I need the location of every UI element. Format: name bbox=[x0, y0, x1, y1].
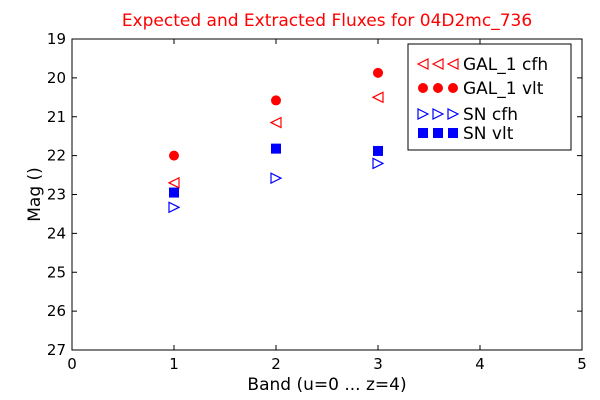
legend-marker-2-2 bbox=[447, 108, 460, 120]
x-tick-label: 1 bbox=[169, 355, 179, 373]
x-tick-label: 2 bbox=[271, 355, 281, 373]
legend-marker-0-0 bbox=[416, 58, 429, 70]
y-tick-label: 26 bbox=[47, 302, 66, 320]
y-tick-label: 20 bbox=[47, 69, 66, 87]
data-points bbox=[167, 67, 385, 214]
x-tick-label: 0 bbox=[67, 355, 77, 373]
legend-marker-3-0 bbox=[418, 128, 428, 138]
legend-label: GAL_1 cfh bbox=[463, 55, 548, 75]
legend-marker-0-1 bbox=[431, 58, 444, 70]
y-tick-label: 23 bbox=[47, 186, 66, 204]
legend-marker-2-1 bbox=[432, 108, 445, 120]
data-point-series-3-2 bbox=[373, 145, 383, 156]
data-point-series-2-0 bbox=[168, 201, 181, 214]
x-axis: 0 1 2 3 4 5 bbox=[67, 39, 587, 373]
data-point-series-0-0 bbox=[167, 176, 180, 189]
data-point-series-3-0 bbox=[169, 187, 179, 198]
legend-marker-2-0 bbox=[417, 108, 430, 120]
y-tick-label: 24 bbox=[47, 224, 66, 242]
x-tick-label: 5 bbox=[577, 355, 587, 373]
y-tick-label: 27 bbox=[47, 341, 66, 359]
data-point-series-0-1 bbox=[269, 116, 282, 129]
x-axis-label: Band (u=0 ... z=4) bbox=[247, 375, 406, 395]
y-axis: 19 20 21 22 23 24 25 26 27 bbox=[47, 30, 582, 359]
data-point-series-2-1 bbox=[270, 172, 283, 185]
legend-label: GAL_1 vlt bbox=[463, 79, 544, 99]
legend-label: SN vlt bbox=[463, 124, 514, 144]
y-tick-label: 21 bbox=[47, 108, 66, 126]
data-point-series-0-2 bbox=[371, 91, 384, 104]
legend-marker-3-1 bbox=[433, 128, 443, 138]
data-point-series-1-2 bbox=[373, 67, 383, 78]
chart-title: Expected and Extracted Fluxes for 04D2mc… bbox=[122, 11, 532, 31]
legend-marker-1-1 bbox=[433, 83, 443, 93]
y-tick-label: 25 bbox=[47, 263, 66, 281]
data-point-series-2-2 bbox=[372, 157, 385, 170]
y-axis-label: Mag () bbox=[25, 167, 45, 222]
legend-marker-1-0 bbox=[418, 83, 428, 93]
legend-marker-0-2 bbox=[446, 58, 459, 70]
legend-marker-3-2 bbox=[448, 128, 458, 138]
data-point-series-1-0 bbox=[169, 150, 179, 161]
x-tick-label: 3 bbox=[373, 355, 383, 373]
y-tick-label: 22 bbox=[47, 147, 66, 165]
legend-label: SN cfh bbox=[463, 105, 518, 125]
data-point-series-3-1 bbox=[271, 143, 281, 154]
legend-marker-1-2 bbox=[448, 83, 458, 93]
x-tick-label: 4 bbox=[475, 355, 485, 373]
data-point-series-1-1 bbox=[271, 95, 281, 106]
y-tick-label: 19 bbox=[47, 30, 66, 48]
